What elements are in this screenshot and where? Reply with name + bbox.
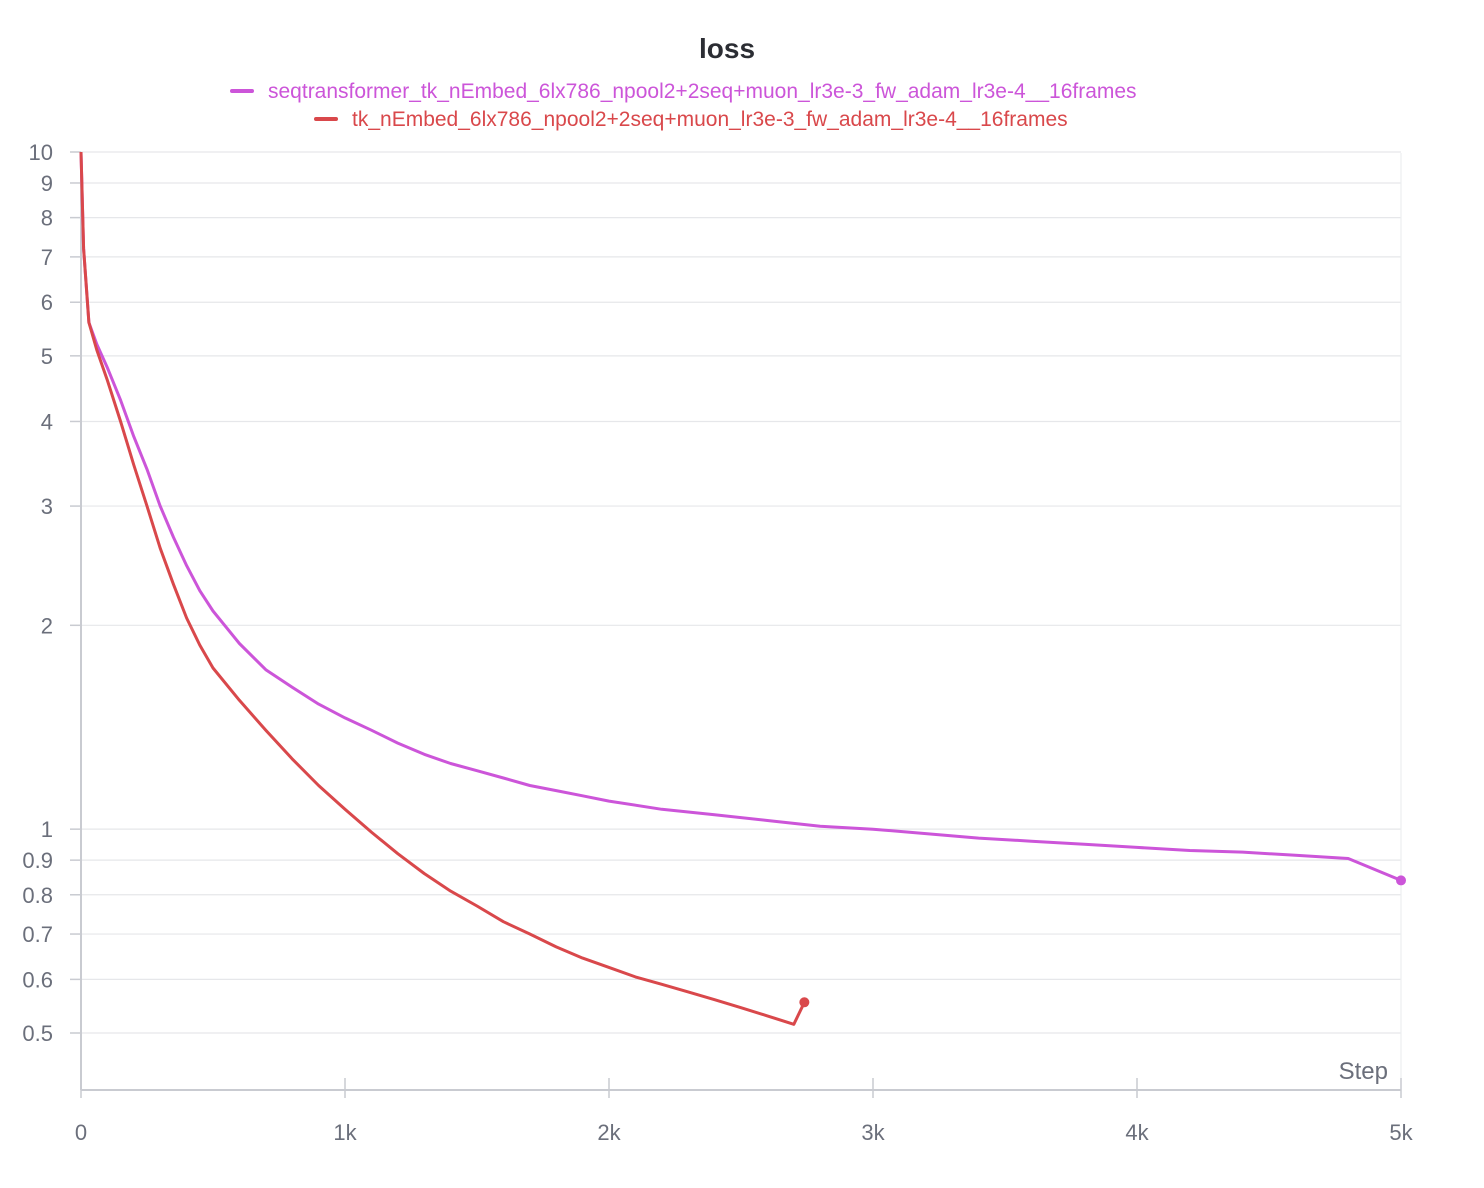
x-tick-label: 0 [75, 1120, 87, 1145]
y-tick-label: 5 [41, 344, 53, 369]
legend-label: seqtransformer_tk_nEmbed_6lx786_npool2+2… [268, 80, 1137, 103]
series-layer [79, 151, 1406, 1026]
series-line-1 [79, 151, 1402, 882]
axes: 10 9 8 7 6 5 4 3 2 1 0.9 0.8 0.7 0.6 0.5 0 1k 2k 3k 4k 5k [22, 140, 1413, 1145]
y-tick-label: 8 [41, 206, 53, 231]
series-end-point-1 [1396, 875, 1406, 886]
y-tick-label: 1 [41, 817, 53, 842]
legend-label: tk_nEmbed_6lx786_npool2+2seq+muon_lr3e-3… [352, 108, 1068, 131]
x-tick-label: 3k [861, 1120, 885, 1145]
y-tick-label: 9 [41, 171, 53, 196]
y-tick-label: 0.8 [22, 883, 53, 908]
legend: seqtransformer_tk_nEmbed_6lx786_npool2+2… [230, 80, 1137, 131]
x-axis-title: Step [1339, 1058, 1388, 1085]
series-end-point-2 [799, 997, 810, 1008]
x-tick-label: 1k [333, 1120, 357, 1145]
x-tick-label: 5k [1389, 1120, 1413, 1145]
y-tick-label: 0.9 [22, 848, 53, 873]
y-tick-label: 6 [41, 290, 53, 315]
legend-item-2[interactable]: tk_nEmbed_6lx786_npool2+2seq+muon_lr3e-3… [314, 108, 1068, 131]
y-tick-label: 10 [29, 140, 53, 165]
y-tick-label: 7 [41, 245, 53, 270]
legend-item-1[interactable]: seqtransformer_tk_nEmbed_6lx786_npool2+2… [230, 80, 1137, 103]
y-tick-label: 3 [41, 494, 53, 519]
y-tick-label: 2 [41, 613, 53, 638]
y-tick-label: 0.5 [22, 1021, 53, 1046]
chart-title: loss [699, 33, 755, 64]
x-tick-label: 4k [1125, 1120, 1149, 1145]
grid [81, 151, 1402, 1090]
series-line-2 [79, 151, 806, 1026]
y-tick-label: 0.7 [22, 922, 53, 947]
y-tick-label: 0.6 [22, 967, 53, 992]
x-tick-label: 2k [597, 1120, 621, 1145]
y-tick-label: 4 [41, 409, 53, 434]
